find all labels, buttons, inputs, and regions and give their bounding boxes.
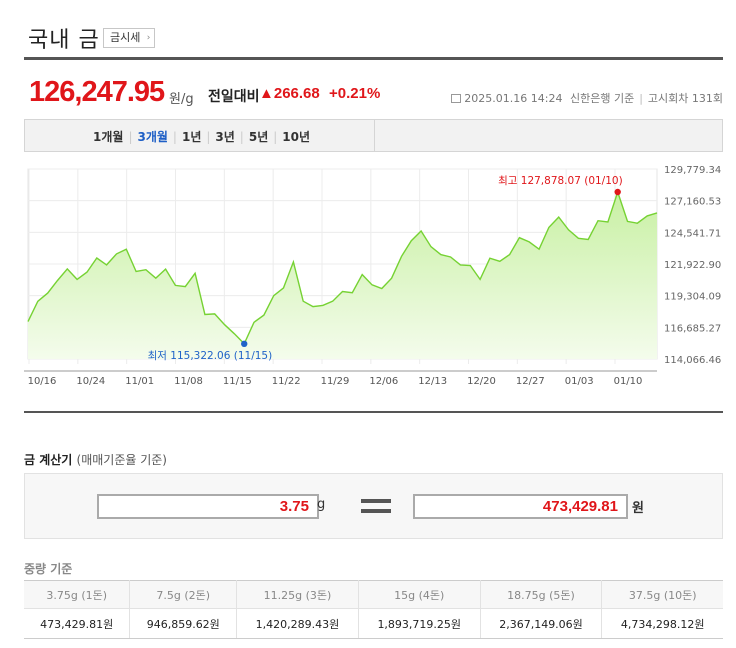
change-value: ▲266.68 (259, 85, 320, 102)
weight-table-header-row: 3.75g (1돈) 7.5g (2돈) 11.25g (3돈) 15g (4돈) 18… (24, 580, 723, 609)
tab-separator: | (273, 130, 278, 144)
weight-column-value: 1,893,719.25원 (358, 608, 481, 639)
tab-separator: | (128, 130, 133, 144)
x-tick-label: 12/06 (369, 376, 398, 387)
price-unit: 원/g (169, 92, 194, 107)
calculator-title: 금 계산기 (매매기준율 기준) (24, 451, 167, 468)
price-chart: 129,779.34 127,160.53 124,541.71 121,922.90… (24, 160, 723, 392)
tab-separator: | (206, 130, 211, 144)
tab-period[interactable]: 3개월 (137, 130, 168, 144)
gold-price-link[interactable]: 금시세 › (103, 28, 156, 48)
x-tick-label: 11/08 (174, 376, 203, 387)
weight-column-header: 11.25g (3돈) (236, 580, 359, 609)
series-line (27, 189, 658, 346)
period-tabs: 1개월 | 3개월 | 1년 | 3년 | 5년 | 10년 (24, 119, 723, 152)
weight-column-header: 7.5g (2돈) (129, 580, 238, 609)
x-tick-label: 11/22 (272, 376, 301, 387)
weight-table-row: 473,429.81원 946,859.62원 1,420,289.43원 1,893… (24, 608, 723, 639)
x-tick-label: 12/27 (516, 376, 545, 387)
current-price: 126,247.95 (29, 76, 165, 108)
weight-column-header: 3.75g (1돈) (24, 580, 131, 609)
price-chart-svg: 129,779.34 127,160.53 124,541.71 121,922.90… (24, 165, 721, 387)
price-timestamp: 2025.01.16 14:24 (464, 92, 563, 105)
x-tick-label: 11/01 (125, 376, 154, 387)
price-meta: 2025.01.16 14:24 신한은행 기준 | 고시회차 131회 (451, 90, 723, 106)
change-label: 전일대비 (208, 89, 260, 105)
min-label: 최저 115,322.06 (11/15) (148, 350, 273, 362)
x-tick-label: 01/03 (565, 376, 594, 387)
x-tick-label: 01/10 (614, 376, 643, 387)
max-label: 최고 127,878.07 (01/10) (498, 175, 623, 187)
x-tick-label: 10/24 (76, 376, 105, 387)
weight-table: 3.75g (1돈) 7.5g (2돈) 11.25g (3돈) 15g (4돈) 18… (24, 580, 723, 639)
weight-column-value: 1,420,289.43원 (236, 608, 359, 639)
amount-input[interactable]: 473,429.81 (413, 494, 628, 519)
weight-column-value: 946,859.62원 (129, 608, 238, 639)
weight-column-header: 15g (4돈) (358, 580, 481, 609)
weight-column-header: 18.75g (5돈) (480, 580, 603, 609)
price-round: 고시회차 131회 (647, 92, 723, 105)
calculator-title-text: 금 계산기 (24, 453, 73, 467)
y-tick-label: 129,779.34 (664, 165, 721, 176)
weight-table-title: 중량 기준 (24, 562, 73, 576)
weight-column-value: 4,734,298.12원 (601, 608, 723, 639)
weight-column-value: 473,429.81원 (24, 608, 131, 639)
series-area (28, 192, 657, 359)
min-point (241, 340, 248, 348)
page-title: 국내 금 (28, 28, 100, 53)
y-tick-label: 116,685.27 (664, 323, 721, 334)
section-divider (24, 411, 723, 413)
period-tab-list: 1개월 | 3개월 | 1년 | 3년 | 5년 | 10년 (93, 128, 310, 145)
tab-period[interactable]: 1년 (181, 130, 202, 144)
y-tick-label: 114,066.46 (664, 355, 721, 366)
x-tick-label: 12/20 (467, 376, 496, 387)
x-tick-label: 11/15 (223, 376, 252, 387)
weight-column-value: 2,367,149.06원 (480, 608, 603, 639)
weight-input[interactable]: 3.75 (97, 494, 319, 519)
gold-price-link-label: 금시세 (110, 31, 141, 44)
price-summary: 126,247.95 원/g 전일대비 ▲266.68 +0.21% 2025.… (24, 76, 723, 112)
y-tick-label: 121,922.90 (664, 260, 721, 271)
amount-unit: 원 (632, 501, 644, 516)
page-header: 국내 금 금시세 › (24, 0, 723, 60)
y-tick-label: 124,541.71 (664, 228, 721, 239)
calculator-box: 3.75 g 473,429.81 원 (24, 473, 723, 539)
chevron-right-icon: › (146, 33, 151, 43)
y-tick-label: 119,304.09 (664, 292, 721, 303)
calculator-subtitle: (매매기준율 기준) (76, 453, 167, 467)
tab-period[interactable]: 1개월 (93, 130, 124, 144)
y-tick-label: 127,160.53 (664, 197, 721, 208)
change-percent: +0.21% (329, 85, 381, 102)
tab-separator: | (239, 130, 244, 144)
weight-unit: g (317, 497, 326, 512)
tab-period[interactable]: 10년 (282, 130, 311, 144)
calendar-icon (451, 94, 462, 103)
tab-period[interactable]: 5년 (248, 130, 269, 144)
price-source: 신한은행 기준 (569, 92, 635, 105)
max-point (614, 188, 621, 196)
x-tick-label: 10/16 (28, 376, 57, 387)
weight-column-header: 37.5g (10돈) (601, 580, 723, 609)
x-tick-label: 12/13 (418, 376, 447, 387)
x-tick-label: 11/29 (321, 376, 350, 387)
equals-icon (361, 499, 391, 514)
tab-separator: | (172, 130, 177, 144)
tab-period[interactable]: 3년 (215, 130, 235, 144)
